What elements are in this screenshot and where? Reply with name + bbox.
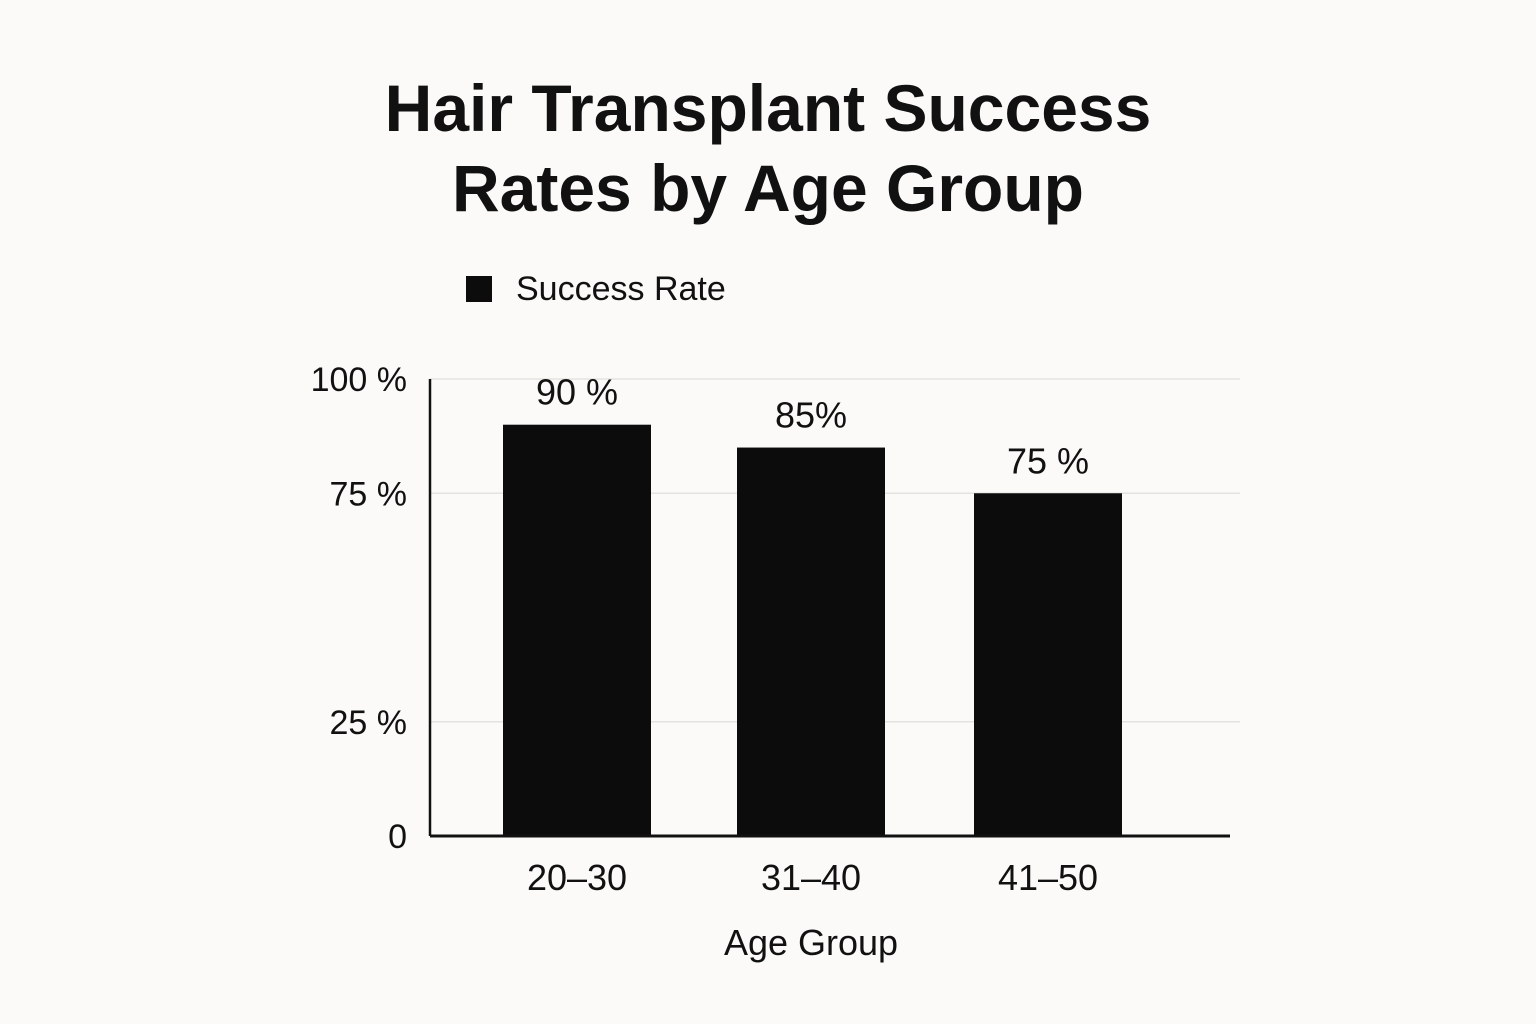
x-axis-title: Age Group: [724, 922, 898, 963]
bar-0: [503, 424, 651, 836]
y-tick-label-0: 0: [388, 818, 407, 856]
legend-label-success-rate: Success Rate: [516, 269, 726, 308]
y-tick-label-2: 75 %: [330, 475, 408, 513]
y-tick-label-3: 100 %: [311, 361, 407, 399]
chart-title-line-1: Hair Transplant Success: [384, 71, 1152, 145]
x-tick-label-0: 20–30: [527, 857, 627, 898]
y-tick-label-1: 25 %: [330, 704, 408, 742]
bar-value-label-1: 85%: [775, 395, 847, 436]
bar-value-label-0: 90 %: [536, 372, 618, 413]
legend-swatch-success-rate: [466, 276, 492, 302]
chart-title: Hair Transplant Success Rates by Age Gro…: [268, 68, 1268, 228]
chart-legend: Success Rate: [466, 268, 726, 310]
bar-2: [974, 493, 1122, 836]
chart-title-line-2: Rates by Age Group: [452, 151, 1084, 225]
bar-value-label-2: 75 %: [1007, 440, 1089, 481]
bar-1: [737, 447, 885, 836]
x-tick-label-2: 41–50: [998, 857, 1098, 898]
x-tick-label-1: 31–40: [761, 857, 861, 898]
